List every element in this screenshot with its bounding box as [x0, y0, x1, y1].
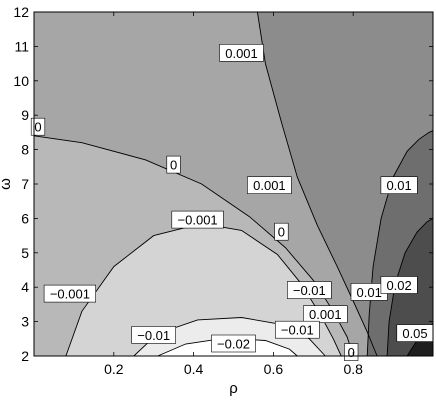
contour-label-13: 0.01 [350, 283, 388, 301]
contour-label-2: 0 [166, 155, 181, 174]
x-axis-label: ρ [229, 380, 238, 397]
contour-label-box [219, 43, 264, 62]
contour-label-box [302, 305, 348, 324]
contour-label-6: −0.001 [43, 284, 97, 303]
y-tick-label: 8 [21, 142, 29, 158]
contour-label-text: 0 [34, 120, 41, 135]
contour-fills [34, 12, 433, 356]
contour-line-minus-0.001 [65, 223, 342, 357]
contour-label-14: 0.01 [380, 176, 418, 194]
contour-label-text: 0.01 [357, 285, 382, 300]
y-tick-label: 3 [21, 314, 29, 330]
contour-label-16: 0.05 [396, 324, 434, 342]
contour-label-box [43, 284, 97, 303]
contour-label-7: −0.01 [286, 281, 332, 299]
contour-label-text: −0.01 [281, 323, 314, 338]
contour-label-text: −0.01 [137, 328, 170, 343]
y-tick-label: 11 [14, 38, 29, 54]
contour-line-0.02 [386, 218, 434, 357]
contour-label-text: −0.01 [293, 283, 326, 298]
contour-label-box [30, 117, 46, 136]
contour-label-5: −0.001 [171, 210, 224, 229]
y-tick-label: 9 [21, 107, 29, 123]
contour-label-0: 0.001 [219, 43, 264, 62]
y-tick-label: 10 [13, 73, 29, 89]
contour-label-box [274, 222, 289, 241]
y-tick-label: 4 [21, 279, 29, 295]
contour-label-box [247, 176, 292, 194]
contour-label-text: 0.05 [402, 326, 427, 341]
contour-label-box [171, 210, 224, 229]
contour-label-4: 0 [274, 222, 289, 241]
contour-label-text: 0.001 [225, 46, 258, 61]
contour-label-12: 0 [344, 343, 359, 361]
contour-label-box [211, 334, 256, 353]
contour-label-text: 0 [348, 345, 355, 360]
x-tick-label: 0.2 [104, 361, 124, 377]
contour-label-text: 0.001 [253, 178, 286, 193]
contour-label-box [131, 326, 176, 344]
contour-label-box [380, 276, 418, 294]
contour-label-15: 0.02 [380, 276, 418, 294]
contour-label-text: −0.001 [50, 287, 90, 302]
x-tick-label: 0.4 [184, 361, 204, 377]
contour-label-text: −0.02 [217, 337, 250, 352]
contour-label-box [274, 320, 320, 339]
y-tick-label: 5 [21, 245, 29, 261]
y-tick-label: 7 [21, 176, 29, 192]
y-axis-label: ω [0, 178, 14, 190]
contour-label-box [166, 155, 181, 174]
y-tick-label: 12 [13, 4, 29, 20]
y-tick-label: 2 [21, 348, 29, 364]
contour-label-text: 0 [278, 225, 285, 240]
contour-label-text: 0.001 [309, 307, 342, 322]
axis-ticks: 0.2 0.4 0.6 0.8 2 3 4 5 6 7 8 9 10 11 12 [13, 4, 433, 377]
y-tick-label: 6 [21, 210, 29, 226]
x-tick-label: 0.6 [264, 361, 284, 377]
contour-label-9: −0.01 [131, 326, 176, 344]
contour-label-text: 0 [170, 158, 177, 173]
contour-label-3: 0.001 [247, 176, 292, 194]
contour-line-0.001 [256, 11, 378, 357]
contour-label-10: −0.01 [274, 320, 320, 339]
contour-line-0 [33, 135, 354, 357]
contour-label-8: 0.001 [302, 305, 348, 324]
x-tick-label: 0.8 [343, 361, 363, 377]
contour-label-text: 0.01 [386, 178, 411, 193]
contour-label-1: 0 [30, 117, 46, 136]
contour-label-11: −0.02 [211, 334, 256, 353]
contour-label-box [380, 176, 418, 194]
contour-label-text: 0.02 [386, 278, 411, 293]
contour-label-box [286, 281, 332, 299]
contour-label-text: −0.001 [178, 213, 218, 228]
